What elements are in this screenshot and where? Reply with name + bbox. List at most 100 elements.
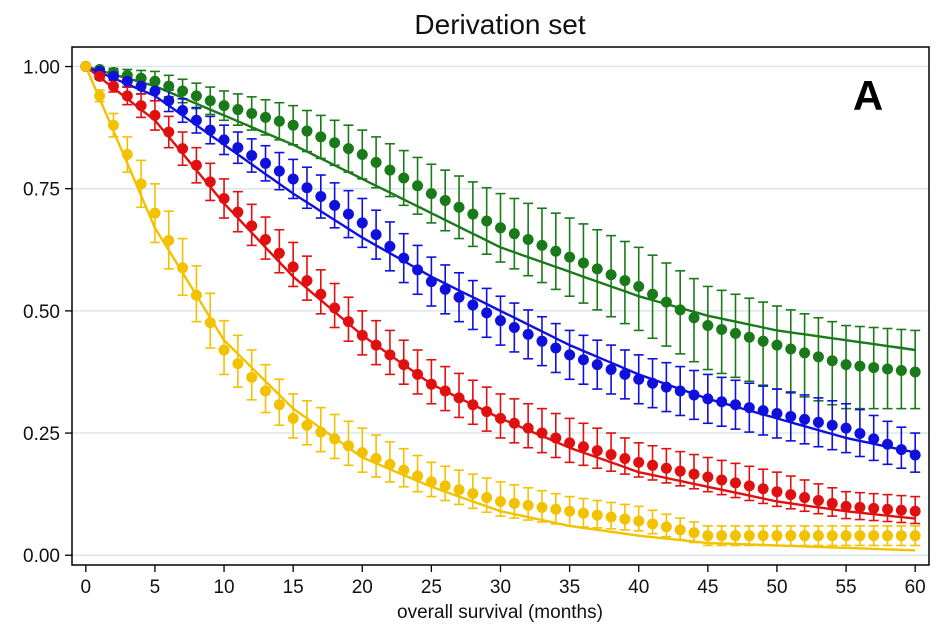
- observed-point: [163, 126, 175, 138]
- x-axis-label: overall survival (months): [397, 602, 603, 623]
- observed-point: [204, 124, 216, 136]
- observed-point: [177, 105, 189, 117]
- observed-point: [273, 247, 285, 259]
- observed-point: [246, 107, 258, 119]
- observed-point: [564, 505, 576, 517]
- observed-point: [647, 518, 659, 530]
- x-tick-label: 35: [559, 577, 580, 598]
- observed-point: [909, 449, 921, 461]
- observed-point: [204, 95, 216, 107]
- x-tick-label: 25: [421, 577, 442, 598]
- observed-point: [315, 288, 327, 300]
- observed-point: [716, 530, 728, 542]
- observed-point: [743, 402, 755, 414]
- observed-point: [522, 234, 534, 246]
- observed-point: [854, 360, 866, 372]
- observed-point: [743, 331, 755, 343]
- observed-point: [674, 465, 686, 477]
- observed-point: [619, 513, 631, 525]
- observed-point: [674, 524, 686, 536]
- observed-point: [398, 359, 410, 371]
- observed-point: [190, 90, 202, 102]
- y-tick-label: 1.00: [23, 58, 60, 79]
- observed-point: [674, 385, 686, 397]
- observed-point: [481, 406, 493, 418]
- y-tick-label: 0.50: [23, 302, 60, 323]
- observed-point: [619, 275, 631, 287]
- observed-point: [605, 449, 617, 461]
- observed-point: [439, 480, 451, 492]
- observed-point: [467, 488, 479, 500]
- observed-point: [398, 252, 410, 264]
- observed-point: [854, 501, 866, 513]
- observed-point: [909, 505, 921, 517]
- observed-point: [577, 354, 589, 366]
- observed-point: [342, 316, 354, 328]
- observed-point: [536, 335, 548, 347]
- observed-point: [439, 385, 451, 397]
- observed-point: [591, 359, 603, 371]
- observed-point: [495, 495, 506, 507]
- observed-point: [799, 492, 811, 504]
- observed-point: [688, 468, 700, 480]
- observed-point: [826, 419, 838, 431]
- observed-point: [260, 234, 272, 246]
- observed-point: [647, 459, 659, 471]
- x-tick-label: 15: [283, 577, 304, 598]
- observed-point: [315, 191, 327, 203]
- observed-point: [660, 521, 672, 533]
- observed-point: [94, 70, 106, 82]
- y-tick-label: 0.75: [23, 180, 60, 201]
- observed-point: [729, 327, 741, 339]
- observed-point: [301, 419, 313, 431]
- observed-point: [467, 208, 479, 220]
- observed-point: [149, 109, 161, 121]
- observed-point: [177, 143, 189, 155]
- observed-point: [495, 315, 506, 327]
- observed-point: [107, 119, 119, 131]
- observed-point: [439, 283, 451, 295]
- observed-point: [398, 172, 410, 184]
- observed-point: [177, 85, 189, 97]
- observed-point: [107, 80, 119, 92]
- observed-point: [508, 228, 520, 240]
- observed-point: [826, 497, 838, 509]
- observed-point: [868, 502, 880, 514]
- observed-point: [315, 131, 327, 143]
- x-tick-label: 50: [766, 577, 787, 598]
- observed-point: [149, 207, 161, 219]
- observed-point: [522, 422, 534, 434]
- observed-point: [771, 530, 783, 542]
- observed-point: [660, 296, 672, 308]
- observed-point: [301, 275, 313, 287]
- observed-point: [633, 373, 645, 385]
- observed-point: [384, 164, 396, 176]
- observed-point: [190, 114, 202, 126]
- observed-point: [370, 229, 382, 241]
- observed-point: [591, 263, 603, 275]
- observed-point: [757, 483, 769, 495]
- observed-point: [287, 173, 299, 185]
- observed-point: [619, 452, 631, 464]
- observed-point: [287, 261, 299, 273]
- observed-point: [273, 115, 285, 127]
- observed-point: [80, 61, 92, 73]
- observed-point: [356, 329, 368, 341]
- observed-point: [757, 405, 769, 417]
- observed-point: [412, 470, 424, 482]
- observed-point: [564, 437, 576, 449]
- observed-point: [812, 494, 824, 506]
- y-tick-label: 0.00: [23, 546, 60, 567]
- observed-point: [868, 433, 880, 445]
- observed-point: [729, 530, 741, 542]
- y-tick-label: 0.25: [23, 424, 60, 445]
- observed-point: [481, 492, 493, 504]
- observed-point: [577, 441, 589, 453]
- observed-point: [550, 245, 562, 257]
- observed-point: [633, 280, 645, 292]
- observed-point: [204, 176, 216, 188]
- observed-point: [591, 509, 603, 521]
- observed-point: [522, 499, 534, 511]
- observed-point: [273, 165, 285, 177]
